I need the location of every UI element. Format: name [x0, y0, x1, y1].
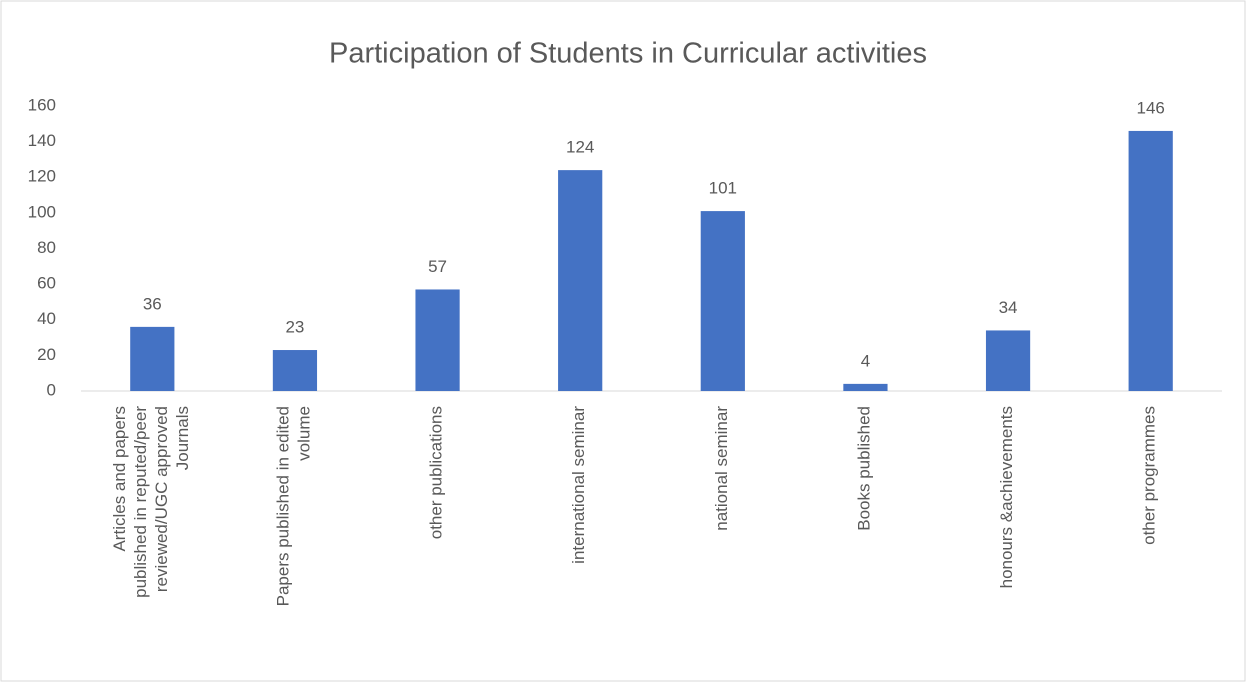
data-label: 57: [428, 257, 447, 276]
data-label: 101: [709, 179, 737, 198]
y-tick-label: 80: [37, 238, 56, 257]
y-tick-label: 40: [37, 309, 56, 328]
bar: [415, 289, 460, 391]
bar: [1128, 130, 1173, 391]
bar: [130, 326, 175, 391]
data-label: 36: [143, 294, 162, 313]
y-tick-label: 160: [28, 95, 56, 114]
data-label: 34: [999, 298, 1018, 317]
data-label: 4: [861, 351, 870, 370]
y-tick-label: 120: [28, 167, 56, 186]
data-label: 23: [285, 318, 304, 337]
bar: [272, 350, 318, 391]
data-label: 146: [1137, 98, 1165, 117]
x-tick-label: Papers published in edited volume: [274, 406, 314, 606]
y-tick-label: 140: [28, 131, 56, 150]
x-tick-label: international seminar: [570, 406, 589, 564]
y-tick-label: 0: [47, 380, 56, 399]
x-tick-label: Articles and papers published in reputed/…: [110, 406, 192, 598]
x-tick-label: other publications: [427, 406, 446, 539]
chart-title: Participation of Students in Curricular …: [329, 38, 927, 70]
bar: [558, 170, 603, 391]
bar: [843, 383, 888, 391]
bar: [700, 211, 745, 391]
x-tick-label: honours &achievements: [998, 406, 1017, 588]
y-tick-label: 60: [37, 274, 56, 293]
x-tick-label: Books published: [855, 406, 874, 531]
bar: [985, 330, 1031, 391]
x-tick-label: other programmes: [1140, 406, 1159, 545]
y-tick-label: 20: [37, 345, 56, 364]
y-tick-label: 100: [28, 202, 56, 221]
data-label: 124: [566, 138, 594, 157]
x-tick-label: national seminar: [712, 406, 731, 531]
